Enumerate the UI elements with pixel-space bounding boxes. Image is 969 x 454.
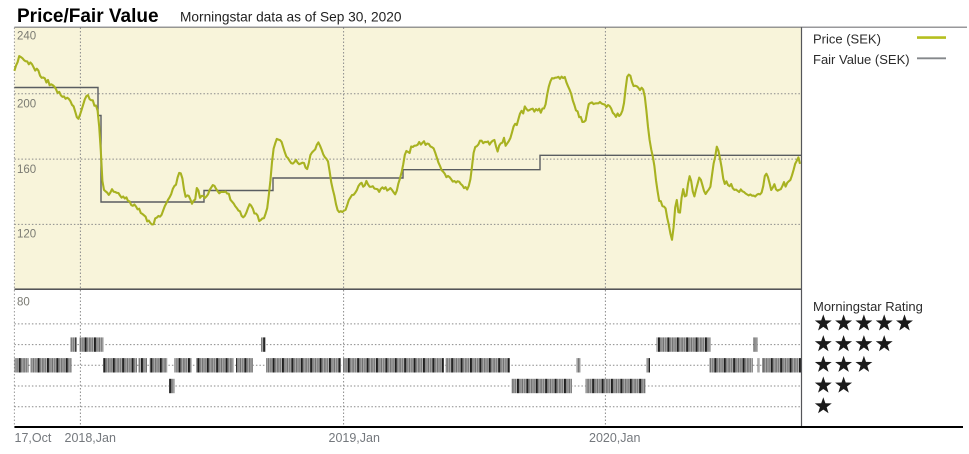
svg-text:Price/Fair Value: Price/Fair Value [17,6,159,27]
svg-text:Morningstar data as of Sep 30,: Morningstar data as of Sep 30, 2020 [180,10,402,25]
svg-text:120: 120 [17,229,36,241]
svg-text:2018,Jan: 2018,Jan [65,431,116,445]
svg-text:17,Oct: 17,Oct [15,431,52,445]
svg-text:2019,Jan: 2019,Jan [329,431,380,445]
svg-text:Price (SEK): Price (SEK) [813,32,881,47]
svg-text:200: 200 [17,99,36,111]
svg-text:240: 240 [17,31,36,43]
svg-text:80: 80 [17,297,30,309]
svg-text:Morningstar Rating: Morningstar Rating [813,299,923,314]
svg-text:2020,Jan: 2020,Jan [589,431,640,445]
svg-text:Fair Value (SEK): Fair Value (SEK) [813,52,910,67]
svg-text:160: 160 [17,164,36,176]
